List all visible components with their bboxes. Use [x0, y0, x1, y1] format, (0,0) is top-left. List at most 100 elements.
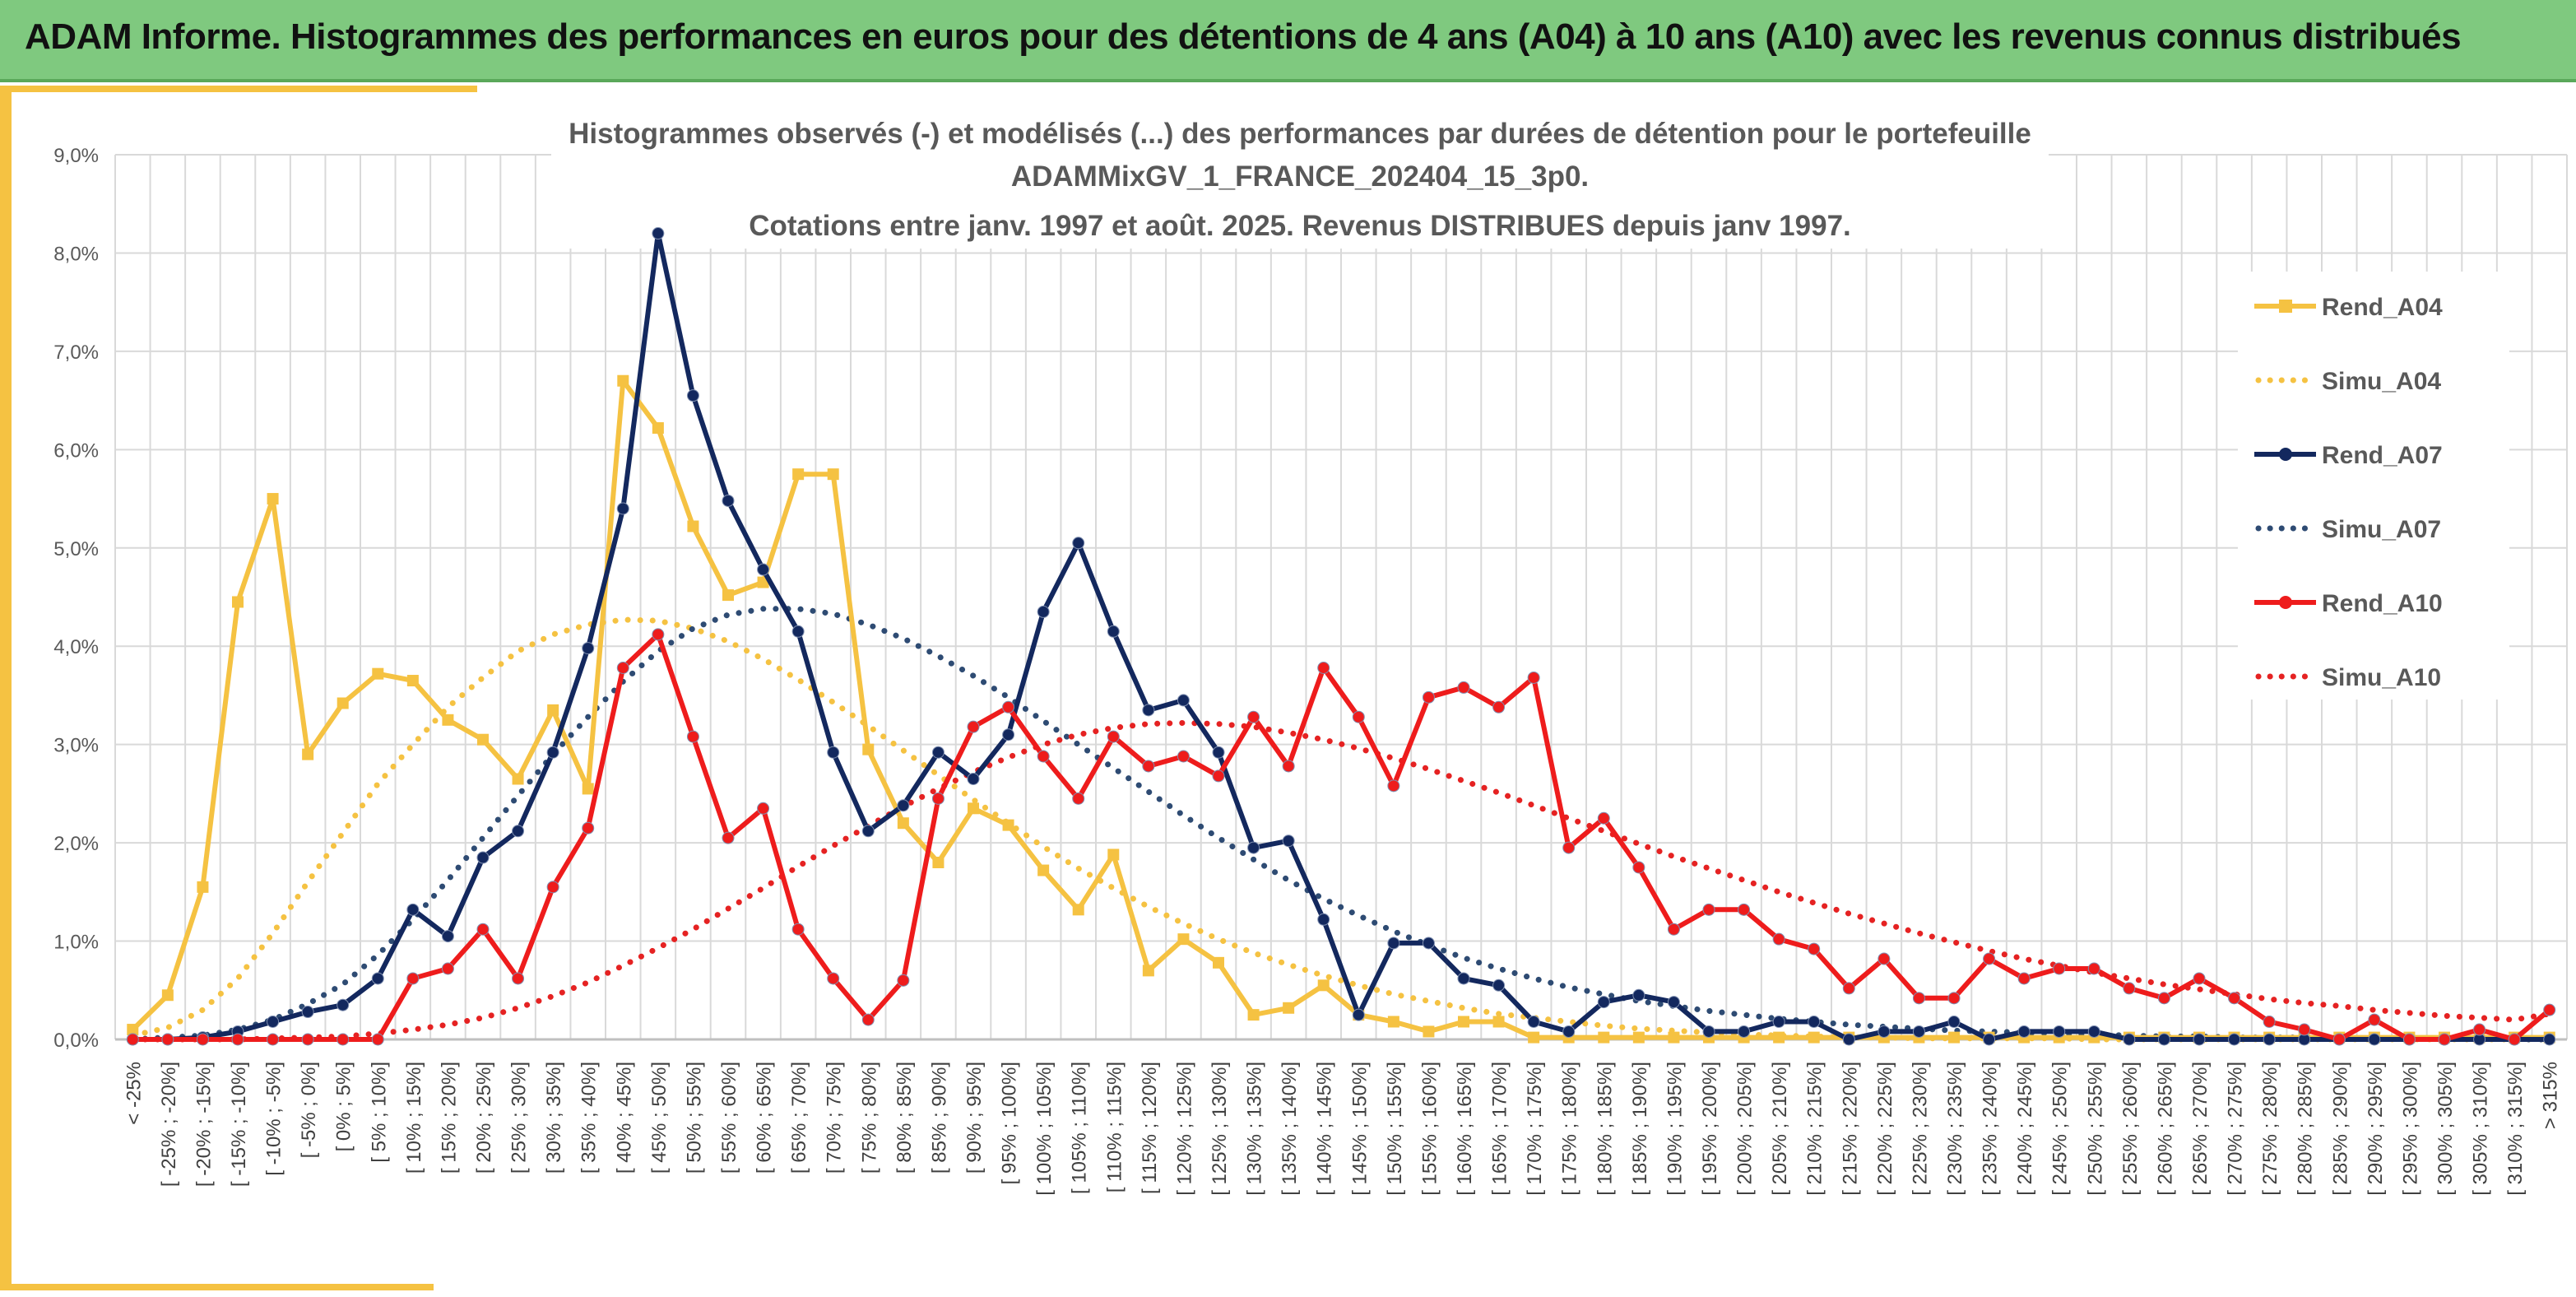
x-tick-label: [ 175% ; 180%] — [1559, 1062, 1581, 1196]
data-point — [1457, 681, 1470, 694]
data-point — [1247, 710, 1260, 723]
data-point — [2332, 1033, 2346, 1046]
data-point — [406, 675, 419, 687]
data-point — [1492, 700, 1506, 714]
data-point — [2402, 1033, 2416, 1046]
x-tick-label: [ 260% ; 265%] — [2154, 1062, 2176, 1196]
header-bar: ADAM Informe. Histogrammes des performan… — [0, 0, 2576, 82]
data-point — [196, 1033, 209, 1046]
x-tick-label: [ 75% ; 80%] — [858, 1062, 880, 1174]
x-tick-label: [ 170% ; 175%] — [1524, 1062, 1546, 1196]
legend-item-Simu_A10: Simu_A10 — [2255, 664, 2441, 691]
data-point — [2157, 992, 2170, 1005]
y-tick-label: 9,0% — [53, 145, 99, 167]
data-point — [582, 642, 595, 655]
data-point — [791, 923, 805, 936]
data-point — [1212, 746, 1225, 759]
data-point — [2543, 1033, 2556, 1046]
data-point — [1842, 982, 1855, 995]
data-point — [1107, 848, 1120, 861]
data-point — [2017, 1025, 2031, 1038]
data-point — [2228, 992, 2241, 1005]
x-tick-label: [ 210% ; 215%] — [1804, 1062, 1826, 1196]
data-point — [931, 746, 945, 759]
data-point — [1072, 904, 1084, 916]
y-tick-label: 2,0% — [53, 833, 99, 855]
x-tick-label: [ 200% ; 205%] — [1734, 1062, 1757, 1196]
frame-accent-top — [0, 86, 477, 92]
data-point — [1037, 750, 1050, 763]
data-point — [1072, 792, 1085, 805]
legend-item-Rend_A10: Rend_A10 — [2254, 590, 2443, 617]
data-point — [161, 989, 174, 1002]
data-point — [792, 468, 805, 481]
x-tick-label: [ 255% ; 260%] — [2119, 1062, 2142, 1196]
data-point — [2368, 1033, 2381, 1046]
data-point — [1667, 923, 1680, 936]
data-point — [231, 1033, 244, 1046]
data-point — [476, 851, 490, 864]
data-point — [546, 746, 559, 759]
data-point — [1177, 694, 1190, 707]
data-point — [1948, 1031, 1960, 1044]
data-point — [2298, 1023, 2311, 1036]
x-tick-label: [ 225% ; 230%] — [1909, 1062, 1931, 1196]
grid-lines — [114, 154, 2568, 1041]
x-tick-label: [ 195% ; 200%] — [1699, 1062, 1721, 1196]
series-Simu_A07 — [129, 606, 2553, 1043]
data-point — [2193, 1033, 2206, 1046]
data-point — [968, 802, 979, 815]
x-tick-label: [ 40% ; 45%] — [613, 1062, 635, 1174]
x-tick-label: [ 150% ; 155%] — [1384, 1062, 1406, 1196]
y-tick-label: 7,0% — [53, 342, 99, 364]
data-point — [1002, 728, 1015, 741]
data-point — [406, 972, 420, 985]
x-tick-label: [ 60% ; 65%] — [754, 1062, 776, 1174]
data-point — [1562, 841, 1576, 854]
data-point — [1632, 988, 1645, 1002]
data-point — [476, 923, 490, 936]
data-point — [967, 720, 980, 733]
data-point — [1177, 750, 1190, 763]
series-line — [129, 606, 2553, 1043]
data-point — [897, 799, 910, 812]
x-tick-label: [ 215% ; 220%] — [1839, 1062, 1861, 1196]
data-point — [1597, 811, 1610, 825]
x-tick-label: [ 190% ; 195%] — [1664, 1062, 1686, 1196]
data-point — [757, 563, 770, 576]
data-point — [2508, 1033, 2521, 1046]
data-point — [301, 1033, 314, 1046]
data-point — [301, 1006, 314, 1019]
data-point — [1352, 1008, 1365, 1021]
data-point — [441, 930, 454, 943]
data-point — [1667, 996, 1680, 1009]
data-point — [2368, 1013, 2381, 1026]
data-point — [477, 733, 489, 746]
page-title: ADAM Informe. Histogrammes des performan… — [25, 16, 2462, 57]
data-point — [267, 493, 279, 505]
x-tick-label: [ 295% ; 300%] — [2399, 1062, 2421, 1196]
series-Rend_A10 — [126, 628, 2556, 1046]
data-point — [1528, 1031, 1540, 1044]
x-tick-label: [ 240% ; 245%] — [2014, 1062, 2036, 1196]
data-point — [2228, 1033, 2241, 1046]
legend-item-Rend_A07: Rend_A07 — [2254, 442, 2443, 469]
data-point — [127, 1024, 139, 1036]
x-tick-label: [ 95% ; 100%] — [999, 1062, 1021, 1184]
legend-item-Rend_A04: Rend_A04 — [2254, 294, 2443, 321]
data-point — [1213, 956, 1224, 969]
data-point — [582, 821, 595, 834]
x-tick-label: [ -20% ; -15%] — [193, 1062, 215, 1187]
data-point — [1037, 864, 1050, 876]
data-point — [1773, 1031, 1785, 1044]
y-tick-label: 4,0% — [53, 636, 99, 658]
x-tick-label: [ 10% ; 15%] — [403, 1062, 425, 1174]
data-point — [1002, 700, 1015, 714]
x-tick-label: [ 300% ; 305%] — [2434, 1062, 2457, 1196]
data-point — [827, 746, 840, 759]
data-point — [1002, 819, 1014, 831]
data-point — [1702, 903, 1715, 916]
data-point — [652, 628, 665, 641]
data-point — [1317, 979, 1330, 992]
x-tick-label: [ 135% ; 140%] — [1279, 1062, 1301, 1196]
